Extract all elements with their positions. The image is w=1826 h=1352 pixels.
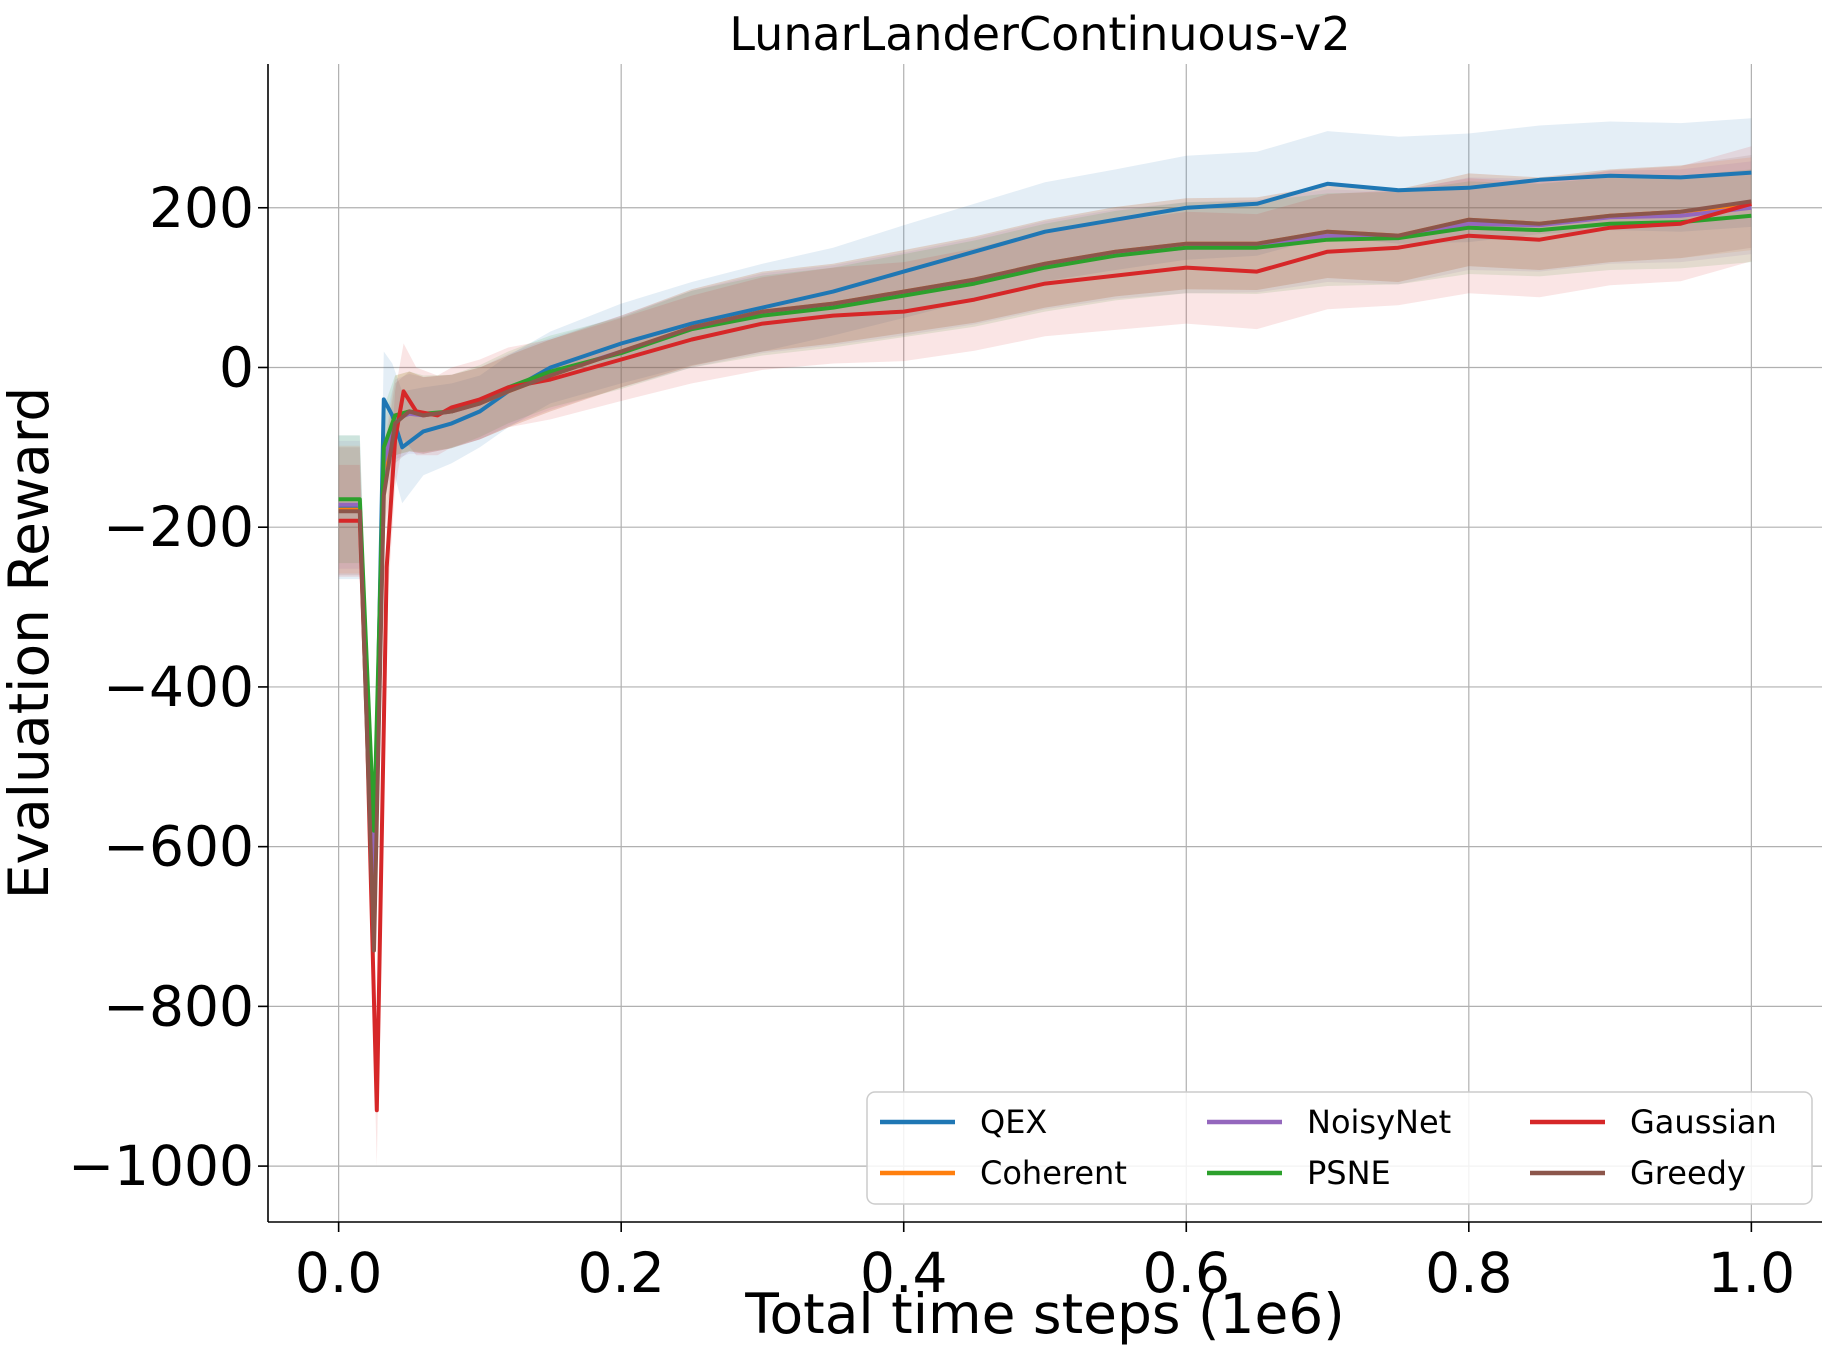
x-tick-label: 0.2 (577, 1241, 664, 1305)
legend-label-coherent: Coherent (980, 1154, 1127, 1192)
y-tick-label: 200 (149, 176, 254, 240)
x-tick-label: 0.6 (1143, 1241, 1230, 1305)
x-tick-label: 0.0 (295, 1241, 382, 1305)
legend-label-psne: PSNE (1307, 1154, 1391, 1192)
y-tick-label: −400 (103, 655, 254, 719)
y-tick-label: 0 (219, 335, 254, 399)
y-axis-label: Evaluation Reward (0, 387, 61, 900)
confidence-bands (338, 118, 1752, 1167)
grid (268, 64, 1822, 1222)
legend-label-greedy: Greedy (1630, 1154, 1746, 1192)
y-tick-label: −600 (103, 815, 254, 879)
legend-label-qex: QEX (980, 1103, 1047, 1141)
legend-label-noisynet: NoisyNet (1307, 1103, 1451, 1141)
band-qex (338, 118, 1752, 903)
x-ticks: 0.0 0.2 0.4 0.6 0.8 1.0 (295, 1222, 1795, 1305)
legend: QEX Coherent NoisyNet PSNE Gaussian Greedy (866, 1091, 1813, 1205)
legend-label-gaussian: Gaussian (1630, 1103, 1777, 1141)
x-tick-label: 1.0 (1708, 1241, 1795, 1305)
line-psne (338, 213, 1752, 833)
series-lines (338, 170, 1752, 1113)
band-noisynet (338, 161, 1752, 895)
y-tick-label: −200 (103, 495, 254, 559)
band-coherent (338, 157, 1752, 943)
band-gaussian (338, 146, 1752, 1167)
y-tick-label: −800 (103, 974, 254, 1038)
x-tick-label: 0.8 (1425, 1241, 1512, 1305)
chart-title: LunarLanderContinuous-v2 (729, 7, 1350, 61)
line-greedy (338, 199, 1752, 953)
line-gaussian (338, 201, 1752, 1113)
x-tick-label: 0.4 (860, 1241, 947, 1305)
y-ticks: −1000 −800 −600 −400 −200 0 200 (68, 176, 268, 1198)
y-tick-label: −1000 (68, 1134, 254, 1198)
band-greedy (338, 155, 1752, 967)
x-axis-label: Total time steps (1e6) (744, 1282, 1345, 1346)
